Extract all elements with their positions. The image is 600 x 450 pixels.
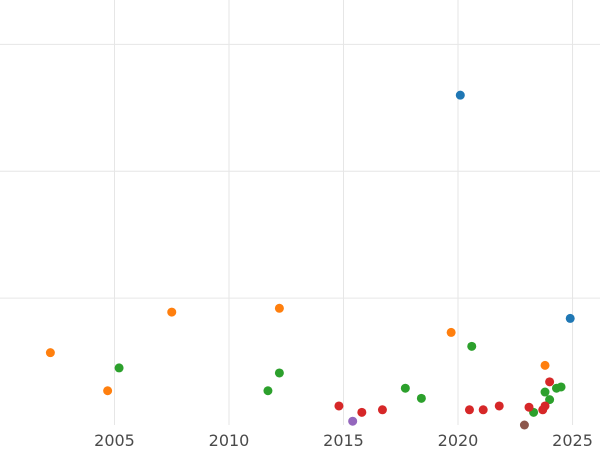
data-point: [377, 405, 387, 415]
x-tick-label: 2020: [438, 431, 479, 450]
data-point: [565, 313, 575, 323]
data-point: [519, 420, 529, 430]
data-points: [45, 90, 575, 430]
data-point: [114, 363, 124, 373]
x-tick-label: 2010: [209, 431, 250, 450]
data-point: [467, 341, 477, 351]
data-point: [556, 382, 566, 392]
x-tick-label: 2005: [94, 431, 135, 450]
data-point: [274, 303, 284, 313]
data-point: [416, 393, 426, 403]
data-point: [478, 405, 488, 415]
data-point: [348, 416, 358, 426]
data-point: [446, 327, 456, 337]
grid: [0, 0, 600, 425]
data-point: [167, 307, 177, 317]
data-point: [540, 360, 550, 370]
x-tick-label: 2025: [552, 431, 593, 450]
data-point: [455, 90, 465, 100]
data-point: [545, 395, 555, 405]
data-point: [494, 401, 504, 411]
data-point: [357, 407, 367, 417]
data-point: [103, 386, 113, 396]
data-point: [540, 401, 550, 411]
data-point: [400, 383, 410, 393]
data-point: [334, 401, 344, 411]
x-axis-tick-labels: 2005 2010 2015 2020 2025: [94, 431, 593, 450]
data-point: [545, 377, 555, 387]
data-point: [274, 368, 284, 378]
data-point: [45, 348, 55, 358]
data-point: [464, 405, 474, 415]
x-tick-label: 2015: [323, 431, 364, 450]
data-point: [540, 387, 550, 397]
data-point: [524, 402, 534, 412]
data-point: [263, 386, 273, 396]
